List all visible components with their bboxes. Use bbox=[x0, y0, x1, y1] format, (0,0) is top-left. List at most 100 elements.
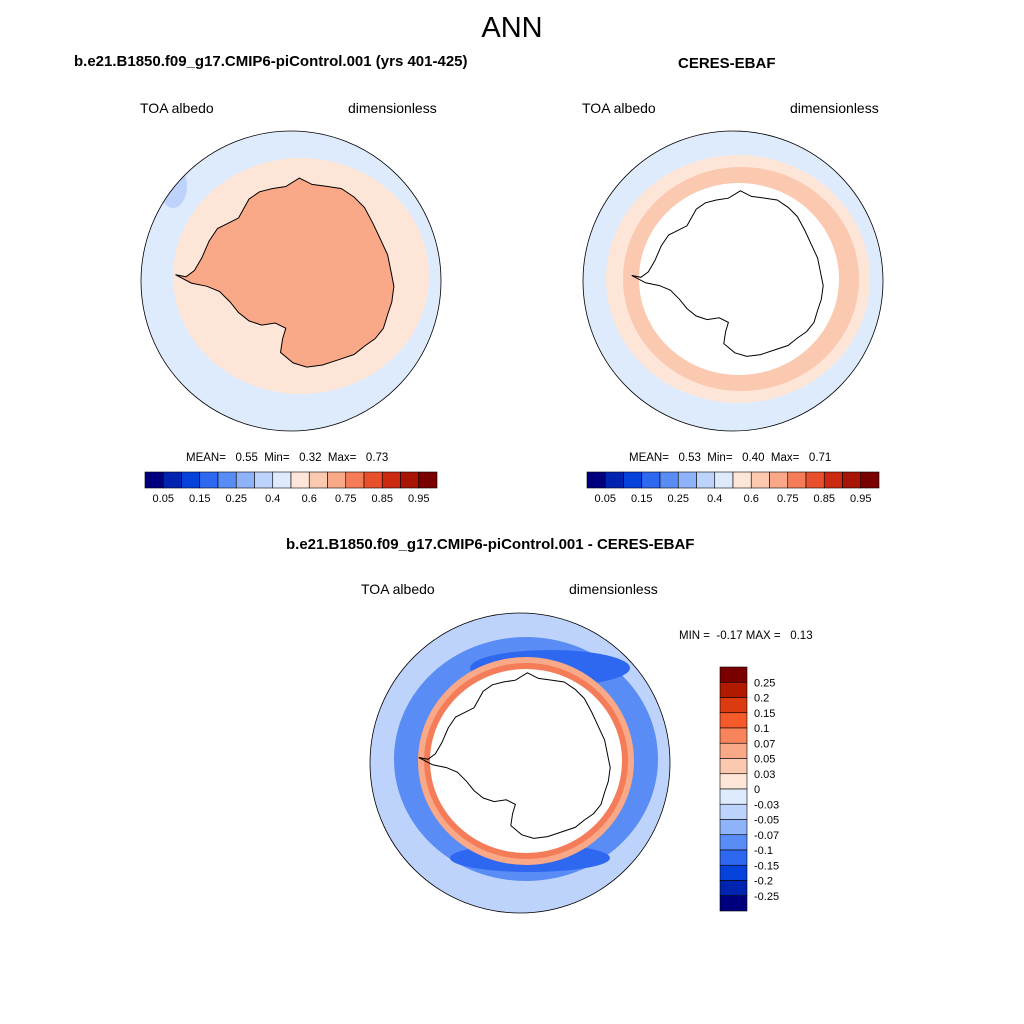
colorbar-tick-label: -0.1 bbox=[754, 845, 773, 857]
colorbar-tick-label: 0.15 bbox=[189, 493, 210, 505]
colorbar-box bbox=[345, 471, 365, 489]
panel3-map bbox=[369, 612, 671, 914]
panel1-stats: MEAN= 0.55 Min= 0.32 Max= 0.73 bbox=[186, 452, 389, 464]
colorbar-box bbox=[787, 471, 807, 489]
colorbar-box bbox=[623, 471, 643, 489]
panel3-colorbar: 0.25 0.2 0.15 0.1 0.07 0.05 0.03 0 -0.03 -0.05 -0.… bbox=[719, 666, 779, 912]
colorbar-box bbox=[641, 471, 661, 489]
colorbar-box bbox=[769, 471, 789, 489]
panel3-map-border bbox=[369, 612, 671, 914]
panel3-title: b.e21.B1850.f09_g17.CMIP6-piControl.001 … bbox=[286, 536, 695, 553]
colorbar-box bbox=[719, 742, 748, 759]
colorbar-tick-label: -0.15 bbox=[754, 860, 779, 872]
panel1-ice-sheet-field bbox=[175, 178, 394, 368]
colorbar-box bbox=[290, 471, 310, 489]
colorbar-tick-label: 0.15 bbox=[631, 493, 652, 505]
colorbar-tick-label: 0.25 bbox=[226, 493, 247, 505]
colorbar-tick-label: -0.03 bbox=[754, 799, 779, 811]
colorbar-tick-label: 0.1 bbox=[754, 723, 769, 735]
colorbar-box bbox=[272, 471, 292, 489]
colorbar-tick-label: 0 bbox=[754, 784, 760, 796]
colorbar-box bbox=[732, 471, 752, 489]
colorbar-box bbox=[842, 471, 862, 489]
colorbar-box bbox=[719, 864, 748, 881]
panel1-variable-label: TOA albedo bbox=[140, 100, 214, 116]
colorbar-box bbox=[719, 697, 748, 714]
colorbar-box bbox=[418, 471, 438, 489]
colorbar-box bbox=[719, 666, 748, 683]
colorbar-box bbox=[677, 471, 697, 489]
colorbar-box bbox=[805, 471, 825, 489]
panel3-units-label: dimensionless bbox=[569, 581, 658, 597]
panel1-map-border bbox=[140, 130, 442, 432]
colorbar-tick-label: 0.85 bbox=[372, 493, 393, 505]
colorbar-box bbox=[719, 880, 748, 897]
panel3-variable-label: TOA albedo bbox=[361, 581, 435, 597]
colorbar-tick-label: 0.95 bbox=[850, 493, 871, 505]
colorbar-tick-label: -0.07 bbox=[754, 830, 779, 842]
colorbar-box bbox=[719, 758, 748, 775]
colorbar-box bbox=[719, 712, 748, 729]
panel1-coastline bbox=[175, 177, 395, 368]
colorbar-box bbox=[217, 471, 237, 489]
panel2-coastline bbox=[631, 190, 824, 357]
colorbar-tick-label: 0.6 bbox=[302, 493, 317, 505]
colorbar-box bbox=[750, 471, 770, 489]
colorbar-box bbox=[586, 471, 606, 489]
colorbar-box bbox=[199, 471, 219, 489]
colorbar-tick-label: 0.6 bbox=[744, 493, 759, 505]
panel1-coastal-patch bbox=[159, 164, 187, 208]
colorbar-box bbox=[381, 471, 401, 489]
colorbar-tick-label: 0.4 bbox=[265, 493, 280, 505]
colorbar-box bbox=[719, 773, 748, 790]
colorbar-box bbox=[327, 471, 347, 489]
panel3-coastline bbox=[418, 672, 611, 839]
panel2-units-label: dimensionless bbox=[790, 100, 879, 116]
colorbar-box bbox=[719, 727, 748, 744]
panel2-map bbox=[582, 130, 884, 432]
colorbar-box bbox=[308, 471, 328, 489]
colorbar-box bbox=[719, 834, 748, 851]
colorbar-tick-label: -0.05 bbox=[754, 815, 779, 827]
colorbar-box bbox=[719, 819, 748, 836]
panel2-colorbar: 0.05 0.15 0.25 0.4 0.6 0.75 0.85 0.95 bbox=[586, 471, 880, 505]
colorbar-box bbox=[714, 471, 734, 489]
colorbar-box bbox=[235, 471, 255, 489]
colorbar-tick-label: 0.03 bbox=[754, 769, 775, 781]
season-title: ANN bbox=[481, 12, 543, 44]
colorbar-tick-label: 0.15 bbox=[754, 708, 775, 720]
colorbar-tick-label: 0.05 bbox=[153, 493, 174, 505]
panel2-variable-label: TOA albedo bbox=[582, 100, 656, 116]
colorbar-box bbox=[696, 471, 716, 489]
panel1-units-label: dimensionless bbox=[348, 100, 437, 116]
colorbar-tick-label: 0.85 bbox=[814, 493, 835, 505]
colorbar-box bbox=[719, 849, 748, 866]
colorbar-box bbox=[659, 471, 679, 489]
colorbar-tick-label: 0.75 bbox=[777, 493, 798, 505]
colorbar-box bbox=[860, 471, 880, 489]
colorbar-tick-label: 0.05 bbox=[595, 493, 616, 505]
panel2-missing-data bbox=[639, 183, 839, 375]
panel1-title: b.e21.B1850.f09_g17.CMIP6-piControl.001 … bbox=[74, 53, 468, 70]
colorbar-tick-label: 0.95 bbox=[408, 493, 429, 505]
colorbar-tick-label: 0.4 bbox=[707, 493, 722, 505]
colorbar-tick-label: 0.25 bbox=[754, 677, 775, 689]
colorbar-box bbox=[823, 471, 843, 489]
colorbar-box bbox=[254, 471, 274, 489]
colorbar-box bbox=[162, 471, 182, 489]
colorbar-box bbox=[719, 803, 748, 820]
colorbar-tick-label: 0.25 bbox=[668, 493, 689, 505]
colorbar-tick-label: -0.2 bbox=[754, 876, 773, 888]
colorbar-box bbox=[719, 788, 748, 805]
panel3-stats: MIN = -0.17 MAX = 0.13 bbox=[679, 630, 813, 642]
colorbar-box bbox=[604, 471, 624, 489]
panel2-title: CERES-EBAF bbox=[678, 55, 776, 72]
panel2-map-border bbox=[582, 130, 884, 432]
colorbar-tick-label: 0.07 bbox=[754, 738, 775, 750]
panel2-stats: MEAN= 0.53 Min= 0.40 Max= 0.71 bbox=[629, 452, 832, 464]
panel3-missing-data bbox=[430, 669, 622, 853]
colorbar-tick-label: -0.25 bbox=[754, 891, 779, 903]
colorbar-tick-label: 0.75 bbox=[335, 493, 356, 505]
colorbar-box bbox=[363, 471, 383, 489]
